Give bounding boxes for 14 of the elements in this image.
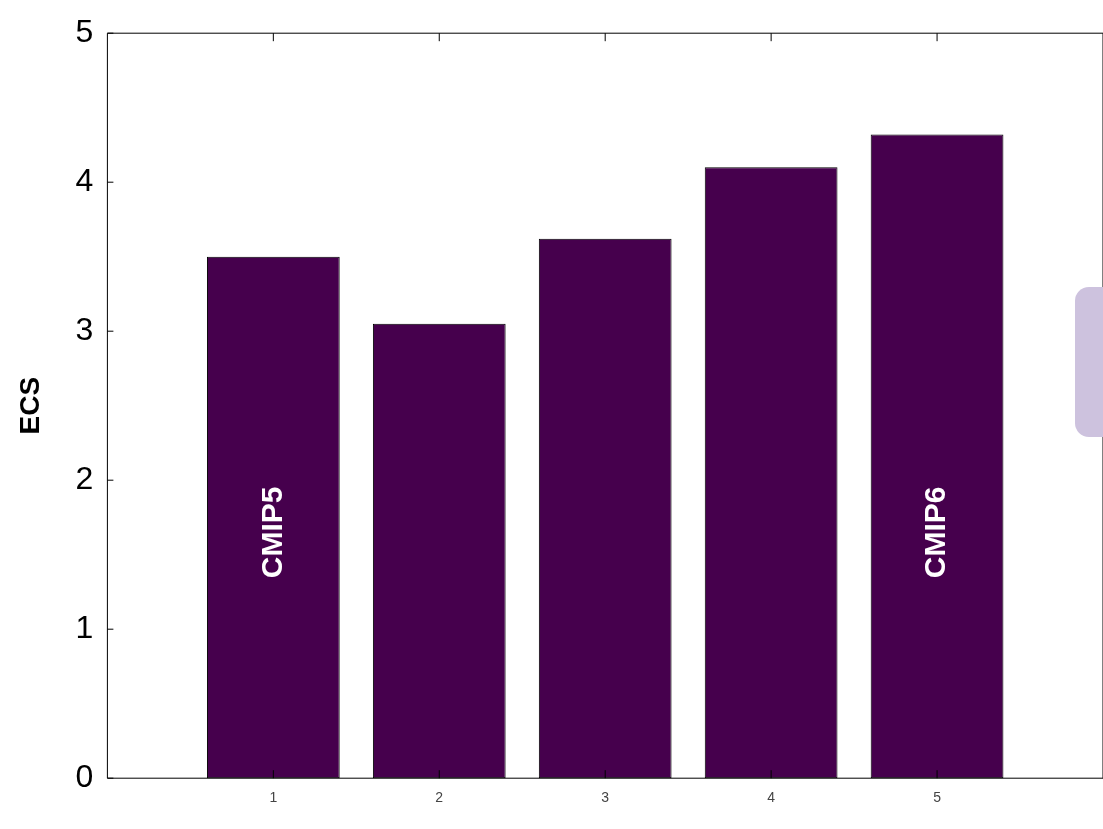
x-tick-label: 2	[435, 789, 444, 806]
y-tick-label: 3	[75, 311, 94, 348]
x-tick-label: 4	[767, 789, 776, 806]
y-tick-label: 5	[75, 13, 94, 50]
y-tick-label: 2	[75, 460, 94, 497]
y-tick-label: 4	[75, 162, 94, 199]
x-tick-label: 1	[269, 789, 278, 806]
annotation: CMIP6	[918, 486, 952, 579]
y-tick-label: 0	[75, 758, 94, 795]
y-axis-title: ECS	[13, 376, 45, 435]
x-tick-label: 5	[933, 789, 942, 806]
y-tick-label: 1	[75, 609, 94, 646]
x-tick-label: 3	[601, 789, 610, 806]
annotation: CMIP5	[254, 486, 288, 579]
